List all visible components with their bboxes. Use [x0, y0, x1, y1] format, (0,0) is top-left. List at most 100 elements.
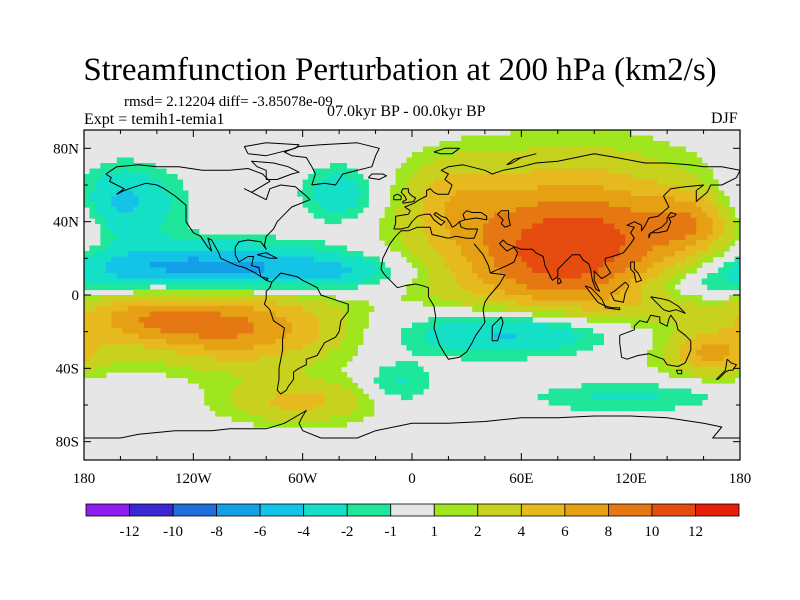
- field-cell: [319, 306, 326, 313]
- field-cell: [297, 377, 304, 384]
- field-cell: [668, 295, 675, 302]
- field-cell: [439, 152, 446, 159]
- field-cell: [237, 361, 244, 368]
- field-cell: [111, 295, 118, 302]
- field-cell: [685, 229, 692, 236]
- field-cell: [696, 223, 703, 230]
- field-cell: [280, 306, 287, 313]
- field-cell: [346, 278, 353, 285]
- field-cell: [532, 168, 539, 175]
- field-cell: [406, 328, 413, 335]
- field-cell: [488, 344, 495, 351]
- field-cell: [297, 245, 304, 252]
- field-cell: [346, 168, 353, 175]
- field-cell: [433, 289, 440, 296]
- field-cell: [220, 317, 227, 324]
- field-cell: [647, 218, 654, 225]
- field-cell: [586, 267, 593, 274]
- field-cell: [144, 311, 151, 318]
- field-cell: [215, 366, 222, 373]
- field-cell: [237, 399, 244, 406]
- field-cell: [455, 234, 462, 241]
- field-cell: [94, 322, 101, 329]
- field-cell: [636, 174, 643, 181]
- field-cell: [554, 163, 561, 170]
- field-cell: [346, 350, 353, 357]
- field-cell: [248, 251, 255, 258]
- field-cell: [428, 190, 435, 197]
- field-cell: [663, 168, 670, 175]
- field-cell: [231, 234, 238, 241]
- field-cell: [122, 322, 129, 329]
- field-cell: [586, 344, 593, 351]
- field-cell: [554, 218, 561, 225]
- field-cell: [286, 262, 293, 269]
- field-cell: [488, 201, 495, 208]
- field-cell: [357, 174, 364, 181]
- field-cell: [696, 295, 703, 302]
- field-cell: [663, 218, 670, 225]
- field-cell: [499, 163, 506, 170]
- field-cell: [412, 174, 419, 181]
- field-cell: [510, 163, 517, 170]
- field-cell: [450, 196, 457, 203]
- field-cell: [641, 300, 648, 307]
- field-cell: [160, 339, 167, 346]
- field-cell: [242, 317, 249, 324]
- colorbar-swatch: [346, 503, 392, 517]
- field-cell: [515, 196, 522, 203]
- field-cell: [586, 262, 593, 269]
- field-cell: [658, 350, 665, 357]
- field-cell: [647, 289, 654, 296]
- field-cell: [712, 377, 719, 384]
- field-cell: [707, 344, 714, 351]
- field-cell: [641, 240, 648, 247]
- field-cell: [111, 168, 118, 175]
- field-cell: [608, 179, 615, 186]
- field-cell: [565, 141, 572, 148]
- field-cell: [105, 333, 112, 340]
- field-cell: [718, 218, 725, 225]
- field-cell: [340, 168, 347, 175]
- field-cell: [100, 185, 107, 192]
- field-cell: [455, 157, 462, 164]
- field-cell: [100, 190, 107, 197]
- field-cell: [308, 262, 315, 269]
- field-cell: [439, 229, 446, 236]
- field-cell: [559, 201, 566, 208]
- field-cell: [319, 416, 326, 423]
- field-cell: [663, 355, 670, 362]
- field-cell: [258, 295, 265, 302]
- field-cell: [581, 311, 588, 318]
- field-cell: [499, 289, 506, 296]
- field-cell: [401, 179, 408, 186]
- field-cell: [335, 317, 342, 324]
- field-cell: [111, 218, 118, 225]
- colorbar-swatch: [390, 503, 435, 517]
- field-cell: [351, 284, 358, 291]
- field-cell: [209, 289, 216, 296]
- field-cell: [586, 157, 593, 164]
- field-cell: [504, 267, 511, 274]
- field-cell: [734, 317, 740, 324]
- field-cell: [450, 218, 457, 225]
- field-cell: [504, 306, 511, 313]
- field-cell: [133, 317, 140, 324]
- field-cell: [696, 355, 703, 362]
- field-cell: [630, 278, 637, 285]
- field-cell: [483, 196, 490, 203]
- field-cell: [297, 311, 304, 318]
- field-cell: [319, 168, 326, 175]
- field-cell: [351, 344, 358, 351]
- field-cell: [406, 163, 413, 170]
- field-cell: [231, 410, 238, 417]
- field-cell: [690, 267, 697, 274]
- field-cell: [346, 333, 353, 340]
- field-cell: [723, 311, 730, 318]
- field-cell: [166, 234, 173, 241]
- field-cell: [127, 179, 134, 186]
- field-cell: [406, 256, 413, 263]
- field-cell: [472, 344, 479, 351]
- field-cell: [712, 273, 719, 280]
- field-cell: [668, 157, 675, 164]
